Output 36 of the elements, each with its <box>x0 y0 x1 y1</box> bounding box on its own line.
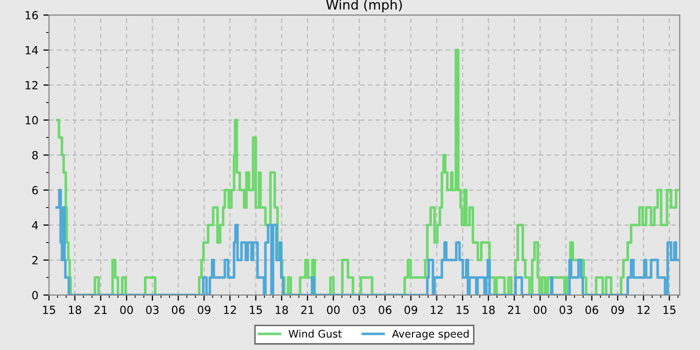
y-tick-label: 12 <box>26 81 38 90</box>
x-tick-label: 21 <box>301 306 314 314</box>
x-tick-label: 18 <box>482 306 495 314</box>
x-tick-label: 21 <box>508 306 520 314</box>
y-tick-label: 4 <box>32 221 38 230</box>
x-tick-label: 03 <box>146 306 159 314</box>
y-tick-label: 8 <box>32 151 38 160</box>
legend-label: Wind Gust <box>288 330 342 338</box>
legend-label: Average speed <box>392 330 469 340</box>
x-tick-label: 15 <box>664 306 676 314</box>
x-tick-label: 06 <box>378 306 392 314</box>
x-tick-label: 15 <box>456 306 469 314</box>
x-tick-label: 18 <box>69 306 82 314</box>
x-tick-label: 00 <box>326 306 340 314</box>
x-tick-label: 09 <box>611 306 624 314</box>
y-tick-label: 6 <box>32 186 38 194</box>
x-tick-label: 12 <box>224 306 236 314</box>
x-tick-label: 15 <box>43 306 56 314</box>
x-tick-label: 03 <box>352 306 366 314</box>
x-tick-label: 03 <box>560 306 572 314</box>
x-tick-label: 06 <box>585 306 598 314</box>
y-tick-label: 14 <box>26 46 38 54</box>
x-tick-label: 09 <box>404 306 418 314</box>
x-tick-label: 21 <box>94 306 107 314</box>
y-tick-label: 10 <box>26 116 38 124</box>
x-tick-label: 15 <box>250 306 262 314</box>
y-tick-label: 16 <box>26 11 38 20</box>
x-tick-label: 06 <box>172 306 185 314</box>
x-tick-label: 09 <box>198 306 210 314</box>
y-tick-label: 2 <box>32 256 38 264</box>
x-tick-label: 12 <box>638 306 650 314</box>
x-tick-label: 00 <box>534 306 546 314</box>
x-tick-label: 12 <box>430 306 443 314</box>
x-tick-label: 18 <box>276 306 288 314</box>
x-tick-label: 00 <box>120 306 133 314</box>
y-tick-label: 0 <box>32 291 38 300</box>
